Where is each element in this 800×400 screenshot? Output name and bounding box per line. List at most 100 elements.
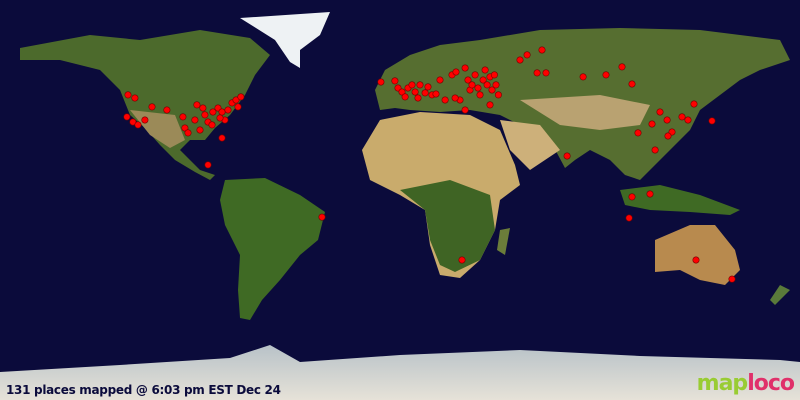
central-africa-forest xyxy=(400,180,495,272)
place-marker[interactable] xyxy=(563,152,571,160)
place-marker[interactable] xyxy=(678,113,686,121)
place-marker[interactable] xyxy=(181,124,189,132)
place-marker[interactable] xyxy=(523,51,531,59)
place-marker[interactable] xyxy=(664,132,672,140)
indonesia xyxy=(620,185,740,215)
place-marker[interactable] xyxy=(628,80,636,88)
place-marker[interactable] xyxy=(516,56,524,64)
place-marker[interactable] xyxy=(209,108,217,116)
place-marker[interactable] xyxy=(432,90,440,98)
place-marker[interactable] xyxy=(204,161,212,169)
place-marker[interactable] xyxy=(208,121,216,129)
place-marker[interactable] xyxy=(414,94,422,102)
place-marker[interactable] xyxy=(625,214,633,222)
place-marker[interactable] xyxy=(692,256,700,264)
place-marker[interactable] xyxy=(494,91,502,99)
place-marker[interactable] xyxy=(728,275,736,283)
place-marker[interactable] xyxy=(492,81,500,89)
place-marker[interactable] xyxy=(196,126,204,134)
place-marker[interactable] xyxy=(318,213,326,221)
place-marker[interactable] xyxy=(436,76,444,84)
place-marker[interactable] xyxy=(690,100,698,108)
place-marker[interactable] xyxy=(199,104,207,112)
australia xyxy=(655,225,740,285)
place-marker[interactable] xyxy=(232,96,240,104)
place-marker[interactable] xyxy=(488,86,496,94)
place-marker[interactable] xyxy=(474,84,482,92)
continents xyxy=(0,12,800,400)
place-marker[interactable] xyxy=(424,83,432,91)
place-marker[interactable] xyxy=(193,101,201,109)
place-marker[interactable] xyxy=(134,121,142,129)
place-marker[interactable] xyxy=(123,113,131,121)
central-asia-desert xyxy=(520,95,650,130)
place-marker[interactable] xyxy=(486,101,494,109)
place-marker[interactable] xyxy=(416,81,424,89)
place-marker[interactable] xyxy=(481,66,489,74)
place-marker[interactable] xyxy=(216,114,224,122)
place-marker[interactable] xyxy=(124,91,132,99)
place-marker[interactable] xyxy=(684,116,692,124)
place-marker[interactable] xyxy=(651,146,659,154)
place-marker[interactable] xyxy=(401,93,409,101)
place-marker[interactable] xyxy=(131,94,139,102)
place-marker[interactable] xyxy=(458,256,466,264)
maploco-logo[interactable]: maploco xyxy=(696,371,795,396)
place-marker[interactable] xyxy=(224,106,232,114)
place-marker[interactable] xyxy=(471,71,479,79)
place-marker[interactable] xyxy=(191,116,199,124)
logo-map: map xyxy=(696,371,749,396)
place-marker[interactable] xyxy=(464,76,472,84)
place-marker[interactable] xyxy=(542,69,550,77)
place-marker[interactable] xyxy=(634,129,642,137)
place-marker[interactable] xyxy=(421,89,429,97)
place-marker[interactable] xyxy=(179,113,187,121)
place-marker[interactable] xyxy=(237,93,245,101)
logo-loco: loco xyxy=(747,371,795,396)
place-marker[interactable] xyxy=(628,193,636,201)
place-marker[interactable] xyxy=(408,81,416,89)
place-marker[interactable] xyxy=(184,129,192,137)
place-marker[interactable] xyxy=(451,94,459,102)
place-marker[interactable] xyxy=(646,190,654,198)
place-marker[interactable] xyxy=(441,96,449,104)
place-marker[interactable] xyxy=(468,81,476,89)
place-marker[interactable] xyxy=(490,71,498,79)
place-marker[interactable] xyxy=(163,106,171,114)
place-marker[interactable] xyxy=(391,77,399,85)
place-marker[interactable] xyxy=(461,106,469,114)
place-marker[interactable] xyxy=(234,103,242,111)
antarctica xyxy=(0,345,800,400)
place-marker[interactable] xyxy=(663,116,671,124)
arabia xyxy=(500,120,560,170)
place-marker[interactable] xyxy=(483,81,491,89)
place-marker[interactable] xyxy=(218,108,226,116)
place-marker[interactable] xyxy=(148,103,156,111)
place-marker[interactable] xyxy=(201,111,209,119)
place-marker[interactable] xyxy=(538,46,546,54)
place-marker[interactable] xyxy=(452,68,460,76)
place-marker[interactable] xyxy=(141,116,149,124)
place-marker[interactable] xyxy=(476,91,484,99)
place-markers xyxy=(123,46,736,283)
place-marker[interactable] xyxy=(398,88,406,96)
place-marker[interactable] xyxy=(602,71,610,79)
place-marker[interactable] xyxy=(708,117,716,125)
place-marker[interactable] xyxy=(377,78,385,86)
new-zealand xyxy=(770,285,790,305)
place-marker[interactable] xyxy=(579,73,587,81)
place-marker[interactable] xyxy=(533,69,541,77)
places-mapped-caption: 131 places mapped @ 6:03 pm EST Dec 24 xyxy=(6,383,281,397)
madagascar xyxy=(497,228,510,255)
place-marker[interactable] xyxy=(618,63,626,71)
north-america xyxy=(20,30,270,180)
place-marker[interactable] xyxy=(656,108,664,116)
place-marker[interactable] xyxy=(411,88,419,96)
place-marker[interactable] xyxy=(218,134,226,142)
south-america xyxy=(220,178,325,320)
place-marker[interactable] xyxy=(461,64,469,72)
place-marker[interactable] xyxy=(648,120,656,128)
place-marker[interactable] xyxy=(479,76,487,84)
greenland xyxy=(240,12,330,68)
